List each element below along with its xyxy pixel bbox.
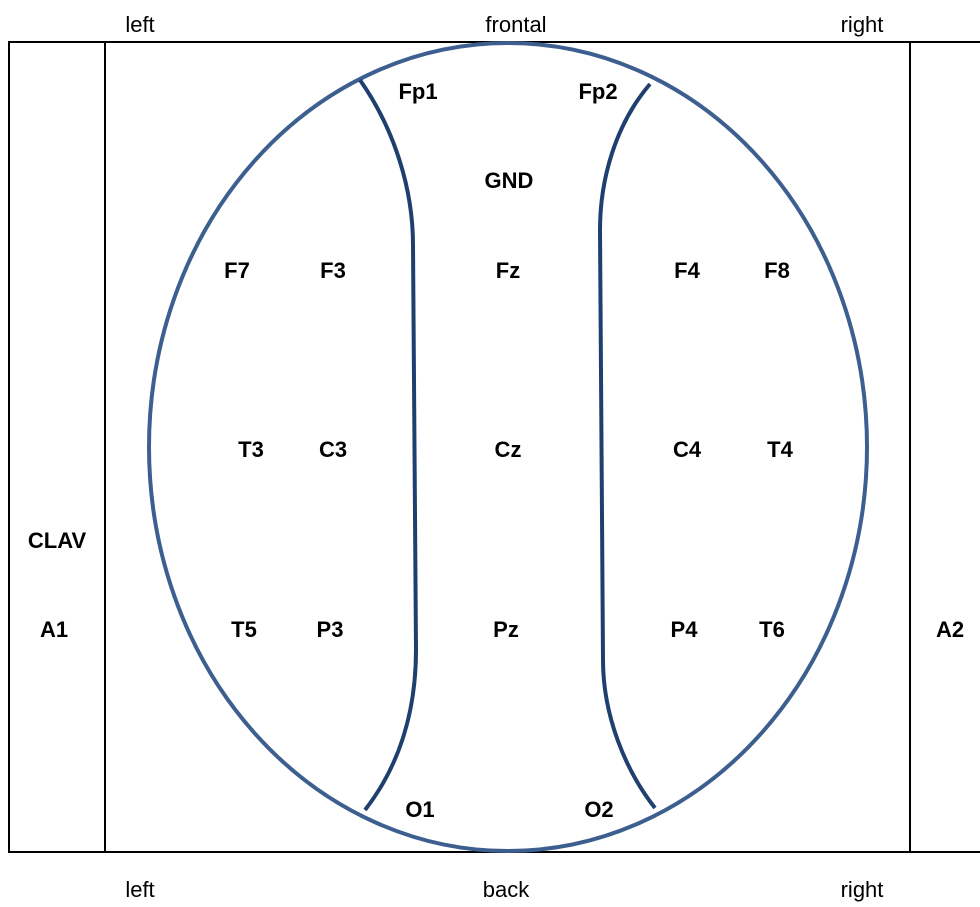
a2-label: A2 — [935, 617, 965, 642]
right-divider-curve — [597, 82, 657, 810]
clav-label: CLAV — [27, 528, 87, 553]
electrode-t3: T3 — [238, 437, 264, 462]
electrode-p3: P3 — [316, 617, 344, 642]
electrode-f8: F8 — [764, 258, 790, 283]
bottom-left-label: left — [125, 877, 155, 902]
electrode-gnd: GND — [484, 168, 534, 193]
electrode-pz: Pz — [493, 617, 519, 642]
electrode-c3: C3 — [318, 437, 348, 462]
electrode-fz: Fz — [495, 258, 521, 283]
a1-label: A1 — [39, 617, 69, 642]
top-right-label: right — [840, 12, 884, 37]
electrode-f4: F4 — [674, 258, 700, 283]
electrode-c4: C4 — [672, 437, 702, 462]
top-left-label: left — [125, 12, 155, 37]
top-frontal-label: frontal — [485, 12, 547, 37]
electrode-t6: T6 — [759, 617, 785, 642]
electrode-p4: P4 — [670, 617, 698, 642]
electrode-f3: F3 — [320, 258, 346, 283]
head-outline — [147, 41, 869, 853]
electrode-fp1: Fp1 — [398, 79, 438, 104]
electrode-t4: T4 — [767, 437, 793, 462]
electrode-o1: O1 — [405, 797, 435, 822]
electrode-fp2: Fp2 — [578, 79, 618, 104]
left-divider-curve — [358, 78, 419, 812]
electrode-t5: T5 — [231, 617, 257, 642]
electrode-cz: Cz — [494, 437, 522, 462]
bottom-back-label: back — [482, 877, 530, 902]
electrode-f7: F7 — [224, 258, 250, 283]
electrode-o2: O2 — [584, 797, 614, 822]
bottom-right-label: right — [840, 877, 884, 902]
